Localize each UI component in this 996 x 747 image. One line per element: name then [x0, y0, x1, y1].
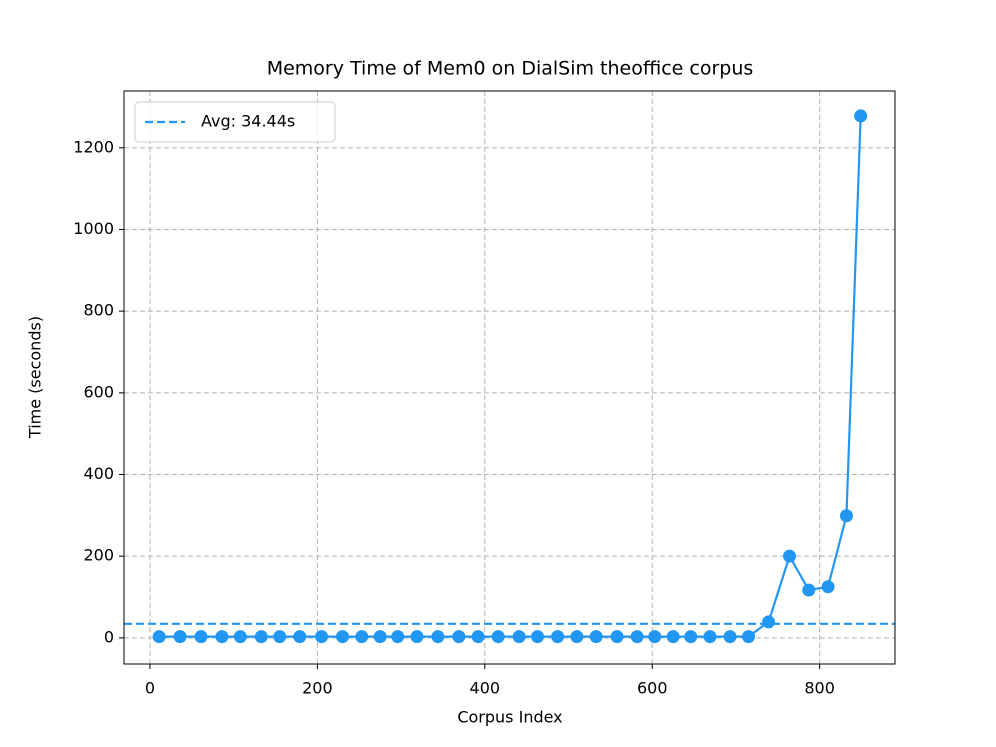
x-tick-label: 200 — [302, 679, 333, 698]
data-point — [854, 109, 868, 123]
data-point — [589, 630, 603, 644]
y-tick-label: 400 — [83, 464, 114, 483]
y-tick-label: 600 — [83, 382, 114, 401]
data-point — [531, 630, 545, 644]
data-point — [335, 630, 349, 644]
x-tick-label: 0 — [145, 679, 155, 698]
data-point — [684, 630, 698, 644]
data-point — [570, 630, 584, 644]
data-point — [703, 630, 717, 644]
data-point — [391, 630, 405, 644]
data-point — [802, 583, 816, 597]
data-point — [452, 630, 466, 644]
data-point — [254, 630, 268, 644]
legend-label: Avg: 34.44s — [201, 112, 295, 131]
data-point — [821, 580, 835, 594]
legend-box — [134, 101, 336, 143]
data-point — [273, 630, 287, 644]
y-tick-label: 0 — [104, 627, 114, 646]
data-point — [233, 630, 247, 644]
data-point — [648, 630, 662, 644]
data-point — [512, 630, 526, 644]
data-point — [742, 630, 756, 644]
data-point — [431, 630, 445, 644]
y-tick-label: 200 — [83, 546, 114, 565]
x-tick-label: 600 — [637, 679, 668, 698]
data-point — [152, 630, 166, 644]
chart-title: Memory Time of Mem0 on DialSim theoffice… — [267, 58, 754, 80]
data-point — [610, 630, 624, 644]
data-point — [194, 630, 208, 644]
data-point — [762, 615, 776, 629]
x-tick-label: 400 — [470, 679, 501, 698]
data-point — [373, 630, 387, 644]
x-axis-label: Corpus Index — [457, 708, 562, 727]
data-point — [471, 630, 485, 644]
data-point — [630, 630, 644, 644]
data-point — [551, 630, 565, 644]
data-point — [783, 549, 797, 563]
data-point — [293, 630, 307, 644]
data-point — [355, 630, 369, 644]
x-tick-label: 800 — [804, 679, 835, 698]
y-axis-label: Time (seconds) — [26, 316, 45, 439]
data-point — [666, 630, 680, 644]
axes-frame — [123, 90, 896, 665]
y-tick-label: 1200 — [73, 137, 114, 156]
data-point — [410, 630, 424, 644]
data-point — [173, 630, 187, 644]
data-point — [839, 509, 853, 523]
data-point — [723, 630, 737, 644]
data-point — [491, 630, 505, 644]
data-point — [315, 630, 329, 644]
y-tick-label: 1000 — [73, 219, 114, 238]
y-tick-label: 800 — [83, 301, 114, 320]
data-point — [215, 630, 229, 644]
